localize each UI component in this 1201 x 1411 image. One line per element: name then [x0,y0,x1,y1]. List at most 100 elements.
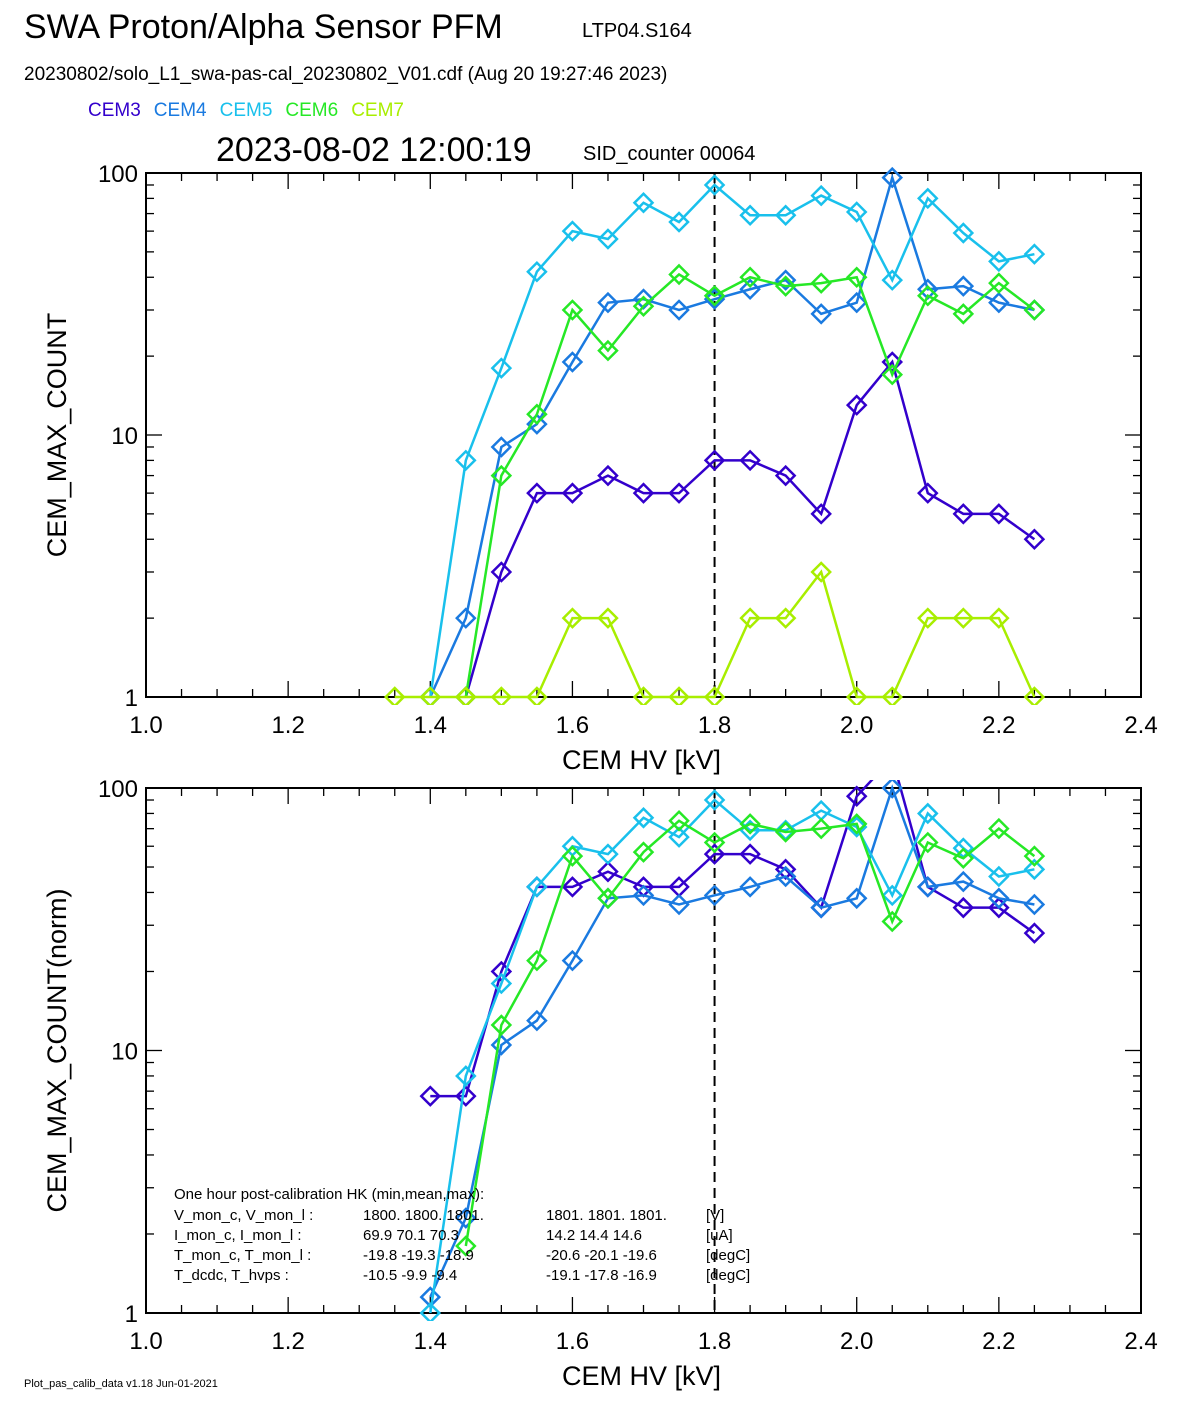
data-point-cem4 [988,887,1010,910]
data-point-cem5 [1023,243,1046,265]
x-tick-label: 2.4 [1124,1328,1157,1355]
data-point-cem5 [526,260,548,283]
data-point-cem7 [526,686,548,705]
hk-row-values-l: 14.2 14.4 14.6 [546,1227,642,1244]
x-tick-label: 1.6 [556,712,589,739]
data-point-cem5 [490,972,513,995]
hk-row-values-l: -19.1 -17.8 -16.9 [546,1267,657,1284]
data-point-cem4 [703,288,726,310]
hk-row-label: V_mon_c, V_mon_l : [174,1207,313,1224]
data-point-cem6 [561,299,584,321]
x-tick-label: 2.2 [982,712,1015,739]
data-point-cem3 [1023,528,1046,551]
data-point-cem6 [703,831,726,854]
y-tick-label: 1 [125,685,138,712]
data-point-cem5 [703,789,726,811]
data-point-cem6 [632,841,655,863]
data-point-cem5 [810,184,832,207]
data-point-cem4 [561,949,584,972]
data-point-cem4 [526,1009,548,1032]
data-point-cem6 [455,1235,477,1257]
data-point-cem5 [597,228,619,250]
data-point-cem6 [917,284,939,307]
data-point-cem7 [383,686,406,705]
data-point-cem6 [668,263,690,286]
data-point-cem3 [419,1085,442,1107]
chart-panel-1: 1.0 1.2 1.4 1.6 1.8 2.0 2.2 2.4 1 10 100 CEM HV [kV… [42,161,1158,775]
data-point-cem6 [988,817,1010,840]
x-tick-label: 1.8 [698,712,731,739]
data-point-cem4 [952,870,975,893]
data-point-cem6 [632,295,655,318]
x-axis-label: CEM HV [kV] [562,745,721,775]
data-point-cem7 [739,607,761,629]
x-tick-label: 2.0 [840,712,873,739]
x-tick-label: 1.4 [414,712,447,739]
page-title: SWA Proton/Alpha Sensor PFM [24,8,503,46]
data-point-cem7 [632,686,655,705]
data-point-cem6 [739,266,761,289]
x-tick-label: 1.6 [556,1328,589,1355]
data-point-cem5 [917,802,939,825]
data-point-cem7 [845,686,868,705]
data-point-cem3 [703,843,726,865]
data-point-cem5 [490,357,513,379]
data-point-cem5 [703,174,726,196]
data-point-cem6 [490,1014,513,1036]
data-point-cem3 [703,449,726,472]
data-point-cem4 [703,884,726,907]
x-tick-label: 1.0 [129,1328,162,1355]
data-point-cem6 [881,363,904,386]
data-point-cem4 [561,351,584,373]
data-point-cem3 [597,860,619,883]
data-point-cem6 [917,831,939,854]
data-point-cem5 [561,220,584,242]
data-point-cem4 [917,876,939,898]
series-line-cem5 [429,183,1035,698]
data-point-cem6 [490,464,513,487]
data-point-cem7 [668,686,690,705]
legend-entry-cem7: CEM7 [351,100,404,121]
y-tick-label: 10 [111,423,138,450]
data-point-cem4 [845,887,868,910]
data-point-cem4 [490,1034,513,1056]
data-point-cem4 [668,893,690,916]
legend: CEM3 CEM4 CEM5 CEM6 CEM7 [88,100,417,122]
data-point-cem6 [881,910,904,933]
legend-entry-cem5: CEM5 [219,100,273,121]
data-point-cem5 [668,211,690,233]
data-point-cem6 [526,403,548,426]
data-point-cem4 [1023,893,1046,916]
data-point-cem6 [526,949,548,972]
data-point-cem6 [810,817,832,840]
data-point-cem7 [455,686,477,705]
data-point-cem3 [845,785,868,808]
data-point-cem5 [1023,858,1046,881]
data-point-cem6 [668,810,690,832]
data-point-cem3 [561,482,584,504]
legend-entry-cem4: CEM4 [153,100,207,121]
data-point-cem7 [561,607,584,629]
hk-row-unit: [degC] [706,1267,750,1284]
series-group [383,166,1046,705]
data-point-cem6 [1023,845,1046,867]
series-line-cem4 [429,784,1035,1298]
data-point-cem4 [490,436,513,458]
hk-row-unit: [degC] [706,1247,750,1264]
data-point-cem3 [952,503,975,525]
version-label: LTP04.S164 [582,20,692,42]
data-point-cem4 [668,299,690,321]
data-point-cem5 [952,222,975,244]
data-point-cem7 [774,607,797,629]
data-point-cem4 [952,275,975,297]
file-name: 20230802/solo_L1_swa-pas-cal_20230802_V0… [24,64,668,85]
y-tick-label: 1 [125,1301,138,1328]
data-point-cem5 [597,843,619,865]
data-point-cem6 [597,887,619,910]
hk-row-values-l: 1801. 1801. 1801. [546,1207,667,1224]
series-line-cem6 [464,272,1036,698]
x-tick-label: 1.2 [271,712,304,739]
hk-row-values-c: 69.9 70.1 70.3 [363,1227,459,1244]
sid-counter: SID_counter 00064 [583,143,756,165]
data-point-cem5 [845,201,868,223]
